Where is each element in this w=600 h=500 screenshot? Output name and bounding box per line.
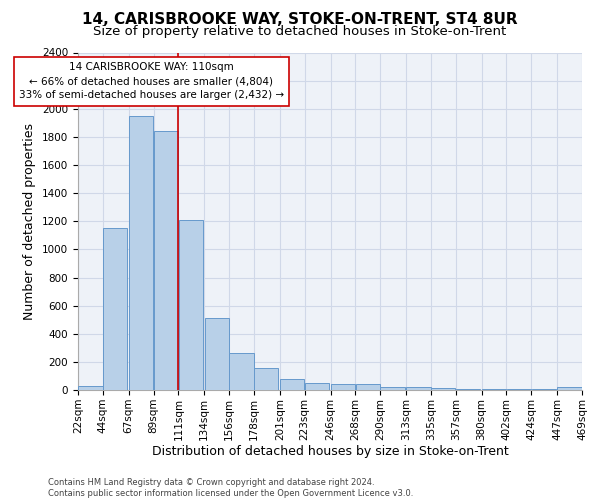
Bar [406,387,431,390]
Bar [254,368,278,390]
Text: Contains HM Land Registry data © Crown copyright and database right 2024.
Contai: Contains HM Land Registry data © Crown c… [48,478,413,498]
Bar [380,387,405,390]
Bar [179,220,203,390]
Bar [205,318,229,390]
X-axis label: Distribution of detached houses by size in Stoke-on-Trent: Distribution of detached houses by size … [152,446,508,458]
Bar [356,384,380,390]
Bar [305,383,329,390]
Bar [557,387,582,390]
Text: Size of property relative to detached houses in Stoke-on-Trent: Size of property relative to detached ho… [94,25,506,38]
Bar [331,384,355,390]
Y-axis label: Number of detached properties: Number of detached properties [23,122,37,320]
Bar [280,379,304,390]
Bar [129,116,153,390]
Text: 14, CARISBROOKE WAY, STOKE-ON-TRENT, ST4 8UR: 14, CARISBROOKE WAY, STOKE-ON-TRENT, ST4… [82,12,518,28]
Text: 14 CARISBROOKE WAY: 110sqm
← 66% of detached houses are smaller (4,804)
33% of s: 14 CARISBROOKE WAY: 110sqm ← 66% of deta… [19,62,284,100]
Bar [431,388,455,390]
Bar [154,131,178,390]
Bar [229,352,254,390]
Bar [103,228,127,390]
Bar [78,386,103,390]
